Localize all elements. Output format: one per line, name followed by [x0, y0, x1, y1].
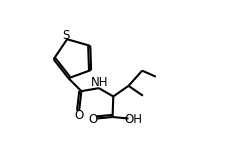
Text: O: O	[74, 109, 84, 123]
Text: O: O	[89, 113, 98, 126]
Text: OH: OH	[124, 113, 142, 126]
Text: S: S	[62, 29, 69, 42]
Text: NH: NH	[91, 76, 108, 89]
